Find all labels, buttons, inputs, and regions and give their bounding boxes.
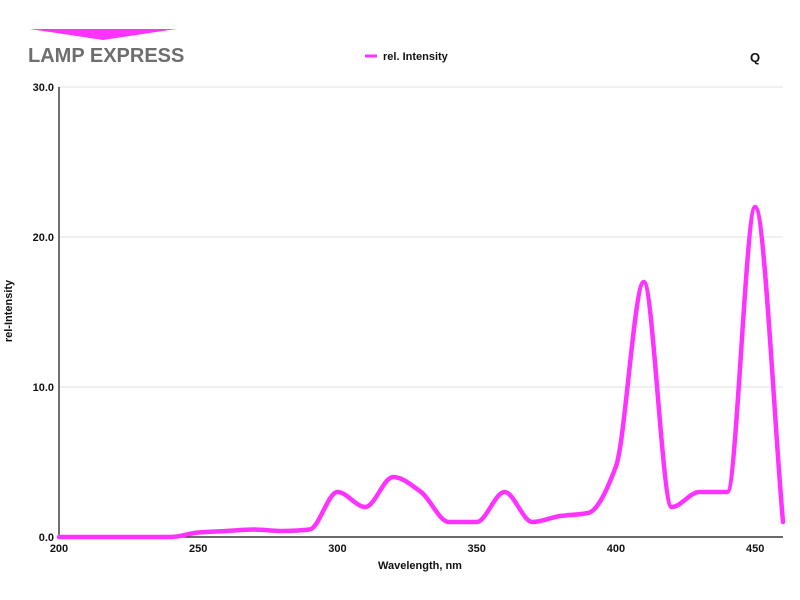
y-axis-title: rel-Intensity	[3, 279, 15, 342]
tick-labels: 0.0 10.0 20.0 30.0 200 250 300 350 400 450	[33, 82, 765, 555]
series-layer	[56, 204, 786, 540]
y-tick-label: 20.0	[33, 232, 54, 244]
x-tick-label: 200	[50, 543, 68, 555]
x-axis-title: Wavelength, nm	[378, 560, 462, 572]
grid	[59, 86, 783, 388]
corner-label: Q	[750, 50, 760, 65]
axes	[58, 87, 783, 538]
x-tick-label: 350	[468, 543, 486, 555]
x-tick-label: 250	[189, 543, 207, 555]
brand-logo: LAMP EXPRESS	[28, 29, 184, 67]
x-tick-label: 300	[328, 543, 346, 555]
legend: rel. Intensity	[365, 51, 449, 63]
y-tick-label: 10.0	[33, 382, 54, 394]
x-tick-label: 400	[607, 543, 625, 555]
y-tick-label: 30.0	[33, 82, 54, 94]
x-tick-label: 450	[746, 543, 764, 555]
series-line	[56, 204, 786, 540]
brand-logo-mark	[30, 29, 176, 40]
legend-label: rel. Intensity	[383, 51, 449, 63]
brand-name: LAMP EXPRESS	[28, 45, 184, 67]
y-tick-label: 0.0	[39, 532, 54, 544]
